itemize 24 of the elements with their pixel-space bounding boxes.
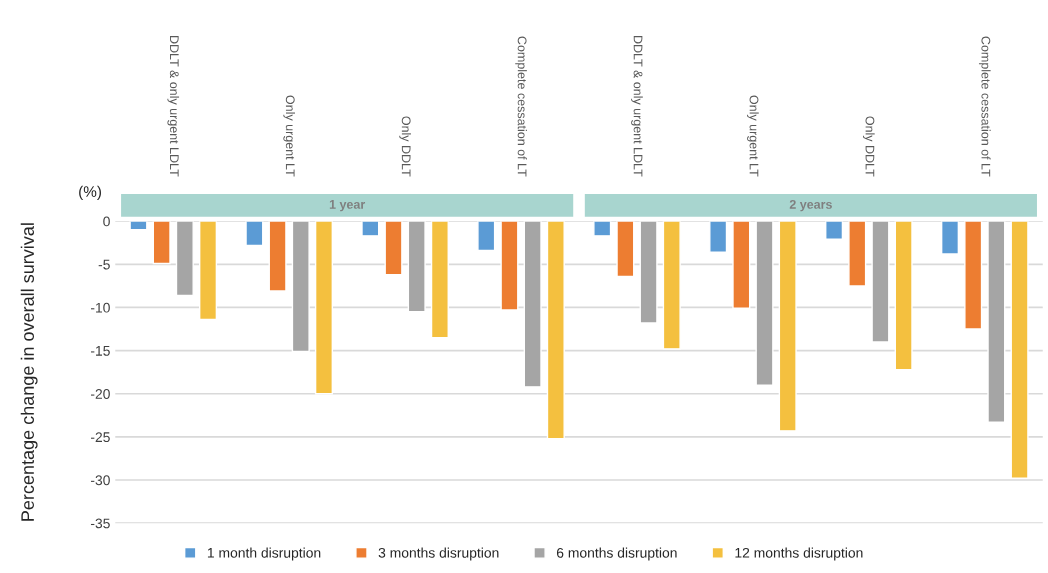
legend-label: 6 months disruption xyxy=(556,547,677,561)
y-axis-title: Percentage change in overall survival xyxy=(20,223,38,521)
y-tick-label: -25 xyxy=(90,432,110,443)
y-tick-label: 0 xyxy=(103,216,110,227)
y-tick-label: -10 xyxy=(90,302,110,313)
x-tick-label: Only DDLT xyxy=(399,116,411,177)
text: 2 years xyxy=(789,199,832,212)
text: (%) xyxy=(79,185,101,201)
y-tick-label: -20 xyxy=(90,389,110,399)
y-tick-label: -15 xyxy=(90,346,110,356)
x-tick-label: Complete cessation of LT xyxy=(978,36,991,177)
x-tick-label: DDLT & only urgent LDLT xyxy=(167,36,180,177)
legend-label: 1 month disruption xyxy=(207,547,321,561)
text: 1 year xyxy=(329,200,366,212)
x-tick-label: Only urgent LT xyxy=(283,95,296,177)
x-tick-label: Complete cessation of LT xyxy=(515,36,527,177)
legend-label: 12 months disruption xyxy=(735,547,863,561)
y-tick-label: -35 xyxy=(90,518,110,529)
x-tick-label: Only urgent LT xyxy=(747,95,759,177)
x-tick-label: Only DDLT xyxy=(863,116,875,177)
y-tick-label: -5 xyxy=(98,259,110,270)
y-tick-label: -30 xyxy=(90,475,110,486)
x-tick-label: DDLT & only urgent LDLT xyxy=(631,36,643,177)
legend-label: 3 months disruption xyxy=(378,547,499,561)
